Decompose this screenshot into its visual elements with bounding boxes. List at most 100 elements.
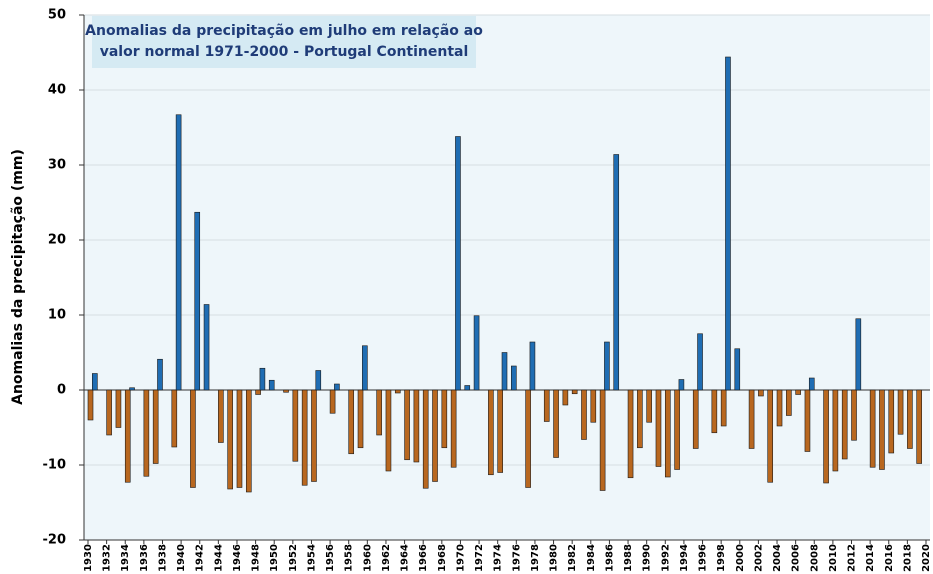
bar: [879, 389, 885, 470]
bar: [678, 379, 685, 391]
bar: [804, 389, 811, 452]
x-tick-label: 2018: [902, 544, 913, 572]
bar: [581, 389, 587, 440]
bar: [292, 389, 299, 462]
bar: [674, 389, 680, 470]
bar: [916, 389, 922, 464]
bar: [376, 389, 382, 436]
bar: [441, 389, 448, 449]
x-tick-label: 1994: [679, 544, 690, 572]
bar: [218, 389, 224, 443]
bar: [157, 358, 163, 391]
x-tick-label: 1986: [604, 544, 615, 572]
y-tick-label: 10: [48, 308, 66, 323]
bar: [227, 389, 233, 490]
bar: [175, 114, 182, 391]
y-tick-label: 20: [48, 233, 66, 248]
y-tick-label: 30: [48, 158, 66, 173]
bar: [734, 348, 741, 391]
bar: [897, 389, 904, 435]
bar: [855, 318, 862, 391]
bar: [283, 389, 289, 393]
bar: [413, 389, 420, 463]
x-tick-label: 1984: [586, 544, 597, 572]
bar: [124, 389, 131, 483]
x-tick-label: 1982: [567, 544, 578, 572]
plot-area: [84, 15, 930, 540]
x-tick-label: 1956: [325, 544, 336, 572]
x-tick-label: 2012: [847, 544, 858, 572]
bar: [720, 389, 727, 427]
bar: [152, 389, 159, 464]
x-tick-label: 1942: [195, 544, 206, 572]
bar: [646, 389, 652, 423]
x-tick-label: 1974: [493, 544, 504, 572]
bar: [194, 211, 201, 391]
bar: [236, 389, 243, 488]
bar: [143, 389, 150, 477]
x-tick-label: 1962: [381, 544, 392, 572]
bar: [106, 389, 112, 436]
bar: [334, 383, 340, 391]
bar: [259, 367, 266, 391]
bar: [311, 389, 317, 482]
bar: [404, 389, 410, 461]
bar: [529, 341, 536, 391]
bar: [543, 389, 550, 422]
bar: [455, 136, 461, 391]
x-tick-label: 1938: [157, 544, 168, 572]
bar: [725, 56, 731, 391]
y-axis-label: Anomalias da precipitação (mm): [10, 149, 26, 405]
x-tick-label: 1948: [251, 544, 262, 572]
bar: [329, 389, 336, 414]
x-tick-label: 2016: [884, 544, 895, 572]
bar: [385, 389, 392, 472]
bar: [362, 345, 368, 391]
bar: [776, 389, 783, 427]
bar: [786, 389, 792, 416]
bar: [255, 389, 261, 395]
bar: [664, 389, 671, 478]
bar: [767, 389, 774, 483]
bar: [823, 389, 829, 484]
x-tick-label: 1964: [400, 544, 411, 572]
bar: [87, 389, 94, 421]
bar: [907, 389, 913, 449]
bar: [637, 389, 643, 449]
bar: [245, 389, 252, 493]
bar: [488, 389, 494, 476]
bar: [268, 379, 275, 391]
chart-title: Anomalias da precipitação em julho em re…: [85, 23, 483, 39]
bar: [511, 365, 517, 391]
x-tick-label: 2004: [772, 544, 783, 572]
bar: [450, 389, 457, 468]
bar: [171, 389, 178, 448]
y-tick-label: -20: [43, 533, 67, 548]
bar: [869, 389, 876, 468]
bar: [190, 389, 196, 488]
bar: [711, 389, 718, 434]
x-tick-label: 1972: [474, 544, 485, 572]
bar: [497, 389, 503, 473]
x-tick-label: 1978: [530, 544, 541, 572]
x-tick-label: 2006: [791, 544, 802, 572]
bar: [697, 333, 703, 391]
bar: [851, 389, 857, 441]
bar: [655, 389, 662, 467]
bar: [115, 389, 122, 428]
x-tick-label: 1930: [83, 544, 94, 572]
x-tick-label: 1970: [455, 544, 466, 572]
x-tick-label: 1932: [102, 544, 113, 572]
x-tick-label: 2008: [809, 544, 820, 572]
bar: [301, 389, 308, 486]
bar: [357, 389, 364, 449]
x-tick-label: 2010: [828, 544, 839, 572]
y-tick-label: 0: [57, 383, 66, 398]
bar: [92, 373, 98, 391]
bar: [627, 389, 634, 479]
x-tick-label: 1998: [716, 544, 727, 572]
bar: [422, 389, 429, 489]
bar: [758, 389, 764, 397]
bar: [129, 387, 135, 391]
x-tick-label: 2014: [865, 544, 876, 572]
